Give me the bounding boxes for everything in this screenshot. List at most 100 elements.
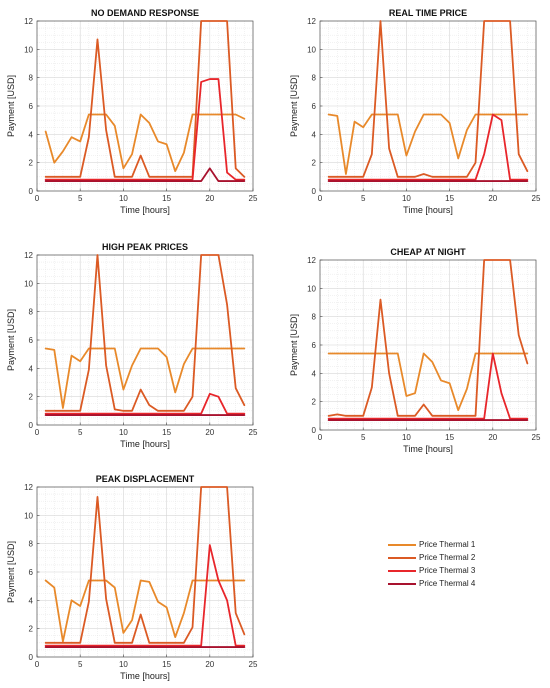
x-tick-label: 15 bbox=[162, 428, 171, 437]
legend-item: Price Thermal 1 bbox=[388, 538, 528, 551]
y-tick-label: 12 bbox=[307, 256, 316, 265]
series-line bbox=[44, 544, 246, 647]
y-axis-label: Payment [USD] bbox=[6, 75, 16, 137]
x-tick-label: 10 bbox=[119, 660, 128, 669]
series-line bbox=[44, 254, 246, 412]
x-tick-label: 10 bbox=[119, 428, 128, 437]
x-tick-label: 5 bbox=[78, 660, 83, 669]
x-tick-label: 10 bbox=[402, 194, 411, 203]
y-tick-label: 12 bbox=[24, 483, 33, 492]
x-tick-label: 25 bbox=[532, 433, 541, 442]
legend-item: Price Thermal 3 bbox=[388, 564, 528, 577]
y-tick-label: 8 bbox=[312, 74, 317, 83]
legend-item: Price Thermal 2 bbox=[388, 551, 528, 564]
y-tick-label: 0 bbox=[312, 187, 317, 196]
chart-title: HIGH PEAK PRICES bbox=[102, 242, 188, 252]
chart-panel: 0 5 10 15 20 25 0 2 4 6 8 10 12 CHEAP AT NIGHT Time [h… bbox=[289, 247, 541, 454]
y-tick-label: 8 bbox=[29, 308, 34, 317]
y-tick-label: 12 bbox=[24, 251, 33, 260]
y-tick-label: 10 bbox=[24, 511, 33, 520]
y-tick-label: 6 bbox=[312, 341, 317, 350]
x-tick-label: 25 bbox=[249, 194, 258, 203]
x-tick-label: 0 bbox=[35, 660, 40, 669]
x-axis-label: Time [hours] bbox=[403, 444, 453, 454]
x-tick-label: 15 bbox=[162, 194, 171, 203]
y-tick-label: 10 bbox=[307, 45, 316, 54]
y-tick-label: 2 bbox=[29, 159, 34, 168]
y-tick-label: 4 bbox=[29, 130, 34, 139]
x-tick-label: 20 bbox=[205, 428, 214, 437]
x-tick-label: 20 bbox=[488, 194, 497, 203]
y-tick-label: 0 bbox=[29, 421, 34, 430]
y-tick-label: 8 bbox=[29, 540, 34, 549]
x-tick-label: 10 bbox=[119, 194, 128, 203]
x-tick-label: 20 bbox=[488, 433, 497, 442]
y-tick-label: 6 bbox=[29, 336, 34, 345]
x-tick-label: 15 bbox=[445, 194, 454, 203]
legend-label: Price Thermal 2 bbox=[419, 553, 476, 562]
x-tick-label: 0 bbox=[35, 428, 40, 437]
x-tick-label: 20 bbox=[205, 660, 214, 669]
x-tick-label: 25 bbox=[532, 194, 541, 203]
series-line bbox=[327, 352, 529, 420]
y-tick-label: 10 bbox=[24, 279, 33, 288]
legend-swatch bbox=[388, 569, 416, 572]
y-tick-label: 8 bbox=[29, 74, 34, 83]
x-tick-label: 0 bbox=[318, 194, 323, 203]
legend: Price Thermal 1 Price Thermal 2 Price Th… bbox=[388, 538, 528, 590]
x-axis-label: Time [hours] bbox=[403, 205, 453, 215]
y-tick-label: 4 bbox=[29, 364, 34, 373]
series-line bbox=[44, 347, 246, 409]
legend-swatch bbox=[388, 556, 416, 559]
x-axis-label: Time [hours] bbox=[120, 205, 170, 215]
x-tick-label: 0 bbox=[35, 194, 40, 203]
legend-label: Price Thermal 3 bbox=[419, 566, 476, 575]
y-tick-label: 2 bbox=[29, 625, 34, 634]
x-tick-label: 25 bbox=[249, 660, 258, 669]
x-tick-label: 5 bbox=[78, 428, 83, 437]
y-axis-label: Payment [USD] bbox=[289, 75, 299, 137]
y-tick-label: 2 bbox=[312, 398, 317, 407]
series-line bbox=[44, 167, 246, 182]
y-tick-label: 12 bbox=[24, 17, 33, 26]
legend-swatch bbox=[388, 543, 416, 546]
y-tick-label: 0 bbox=[29, 653, 34, 662]
series-line bbox=[327, 259, 529, 417]
y-tick-label: 0 bbox=[29, 187, 34, 196]
chart-title: CHEAP AT NIGHT bbox=[390, 247, 466, 257]
x-tick-label: 20 bbox=[205, 194, 214, 203]
legend-label: Price Thermal 1 bbox=[419, 540, 476, 549]
y-axis-label: Payment [USD] bbox=[289, 314, 299, 376]
y-tick-label: 4 bbox=[29, 596, 34, 605]
x-tick-label: 5 bbox=[361, 433, 366, 442]
legend-swatch bbox=[388, 582, 416, 585]
y-tick-label: 0 bbox=[312, 426, 317, 435]
chart-panel: 0 5 10 15 20 25 0 2 4 6 8 10 12 HIGH PEAK PRICES Time … bbox=[6, 242, 258, 449]
series-line bbox=[44, 78, 246, 181]
legend-item: Price Thermal 4 bbox=[388, 577, 528, 590]
series-line bbox=[44, 113, 246, 173]
y-tick-label: 10 bbox=[307, 284, 316, 293]
y-axis-label: Payment [USD] bbox=[6, 309, 16, 371]
chart-title: REAL TIME PRICE bbox=[389, 8, 467, 18]
x-axis-label: Time [hours] bbox=[120, 671, 170, 681]
y-tick-label: 12 bbox=[307, 17, 316, 26]
series-line bbox=[327, 113, 529, 181]
x-tick-label: 15 bbox=[445, 433, 454, 442]
series-line bbox=[44, 486, 246, 644]
series-line bbox=[327, 20, 529, 178]
y-axis-label: Payment [USD] bbox=[6, 541, 16, 603]
x-tick-label: 15 bbox=[162, 660, 171, 669]
chart-panel: 0 5 10 15 20 25 0 2 4 6 8 10 12 PEAK DISPLACEMENT Time… bbox=[6, 474, 258, 681]
x-tick-label: 0 bbox=[318, 433, 323, 442]
chart-panel: 0 5 10 15 20 25 0 2 4 6 8 10 12 REAL TIME PRICE Time [… bbox=[289, 8, 541, 215]
y-tick-label: 6 bbox=[29, 568, 34, 577]
y-tick-label: 4 bbox=[312, 130, 317, 139]
y-tick-label: 4 bbox=[312, 369, 317, 378]
chart-title: NO DEMAND RESPONSE bbox=[91, 8, 199, 18]
y-tick-label: 10 bbox=[24, 45, 33, 54]
legend-label: Price Thermal 4 bbox=[419, 579, 476, 588]
y-tick-label: 6 bbox=[312, 102, 317, 111]
chart-title: PEAK DISPLACEMENT bbox=[96, 474, 195, 484]
